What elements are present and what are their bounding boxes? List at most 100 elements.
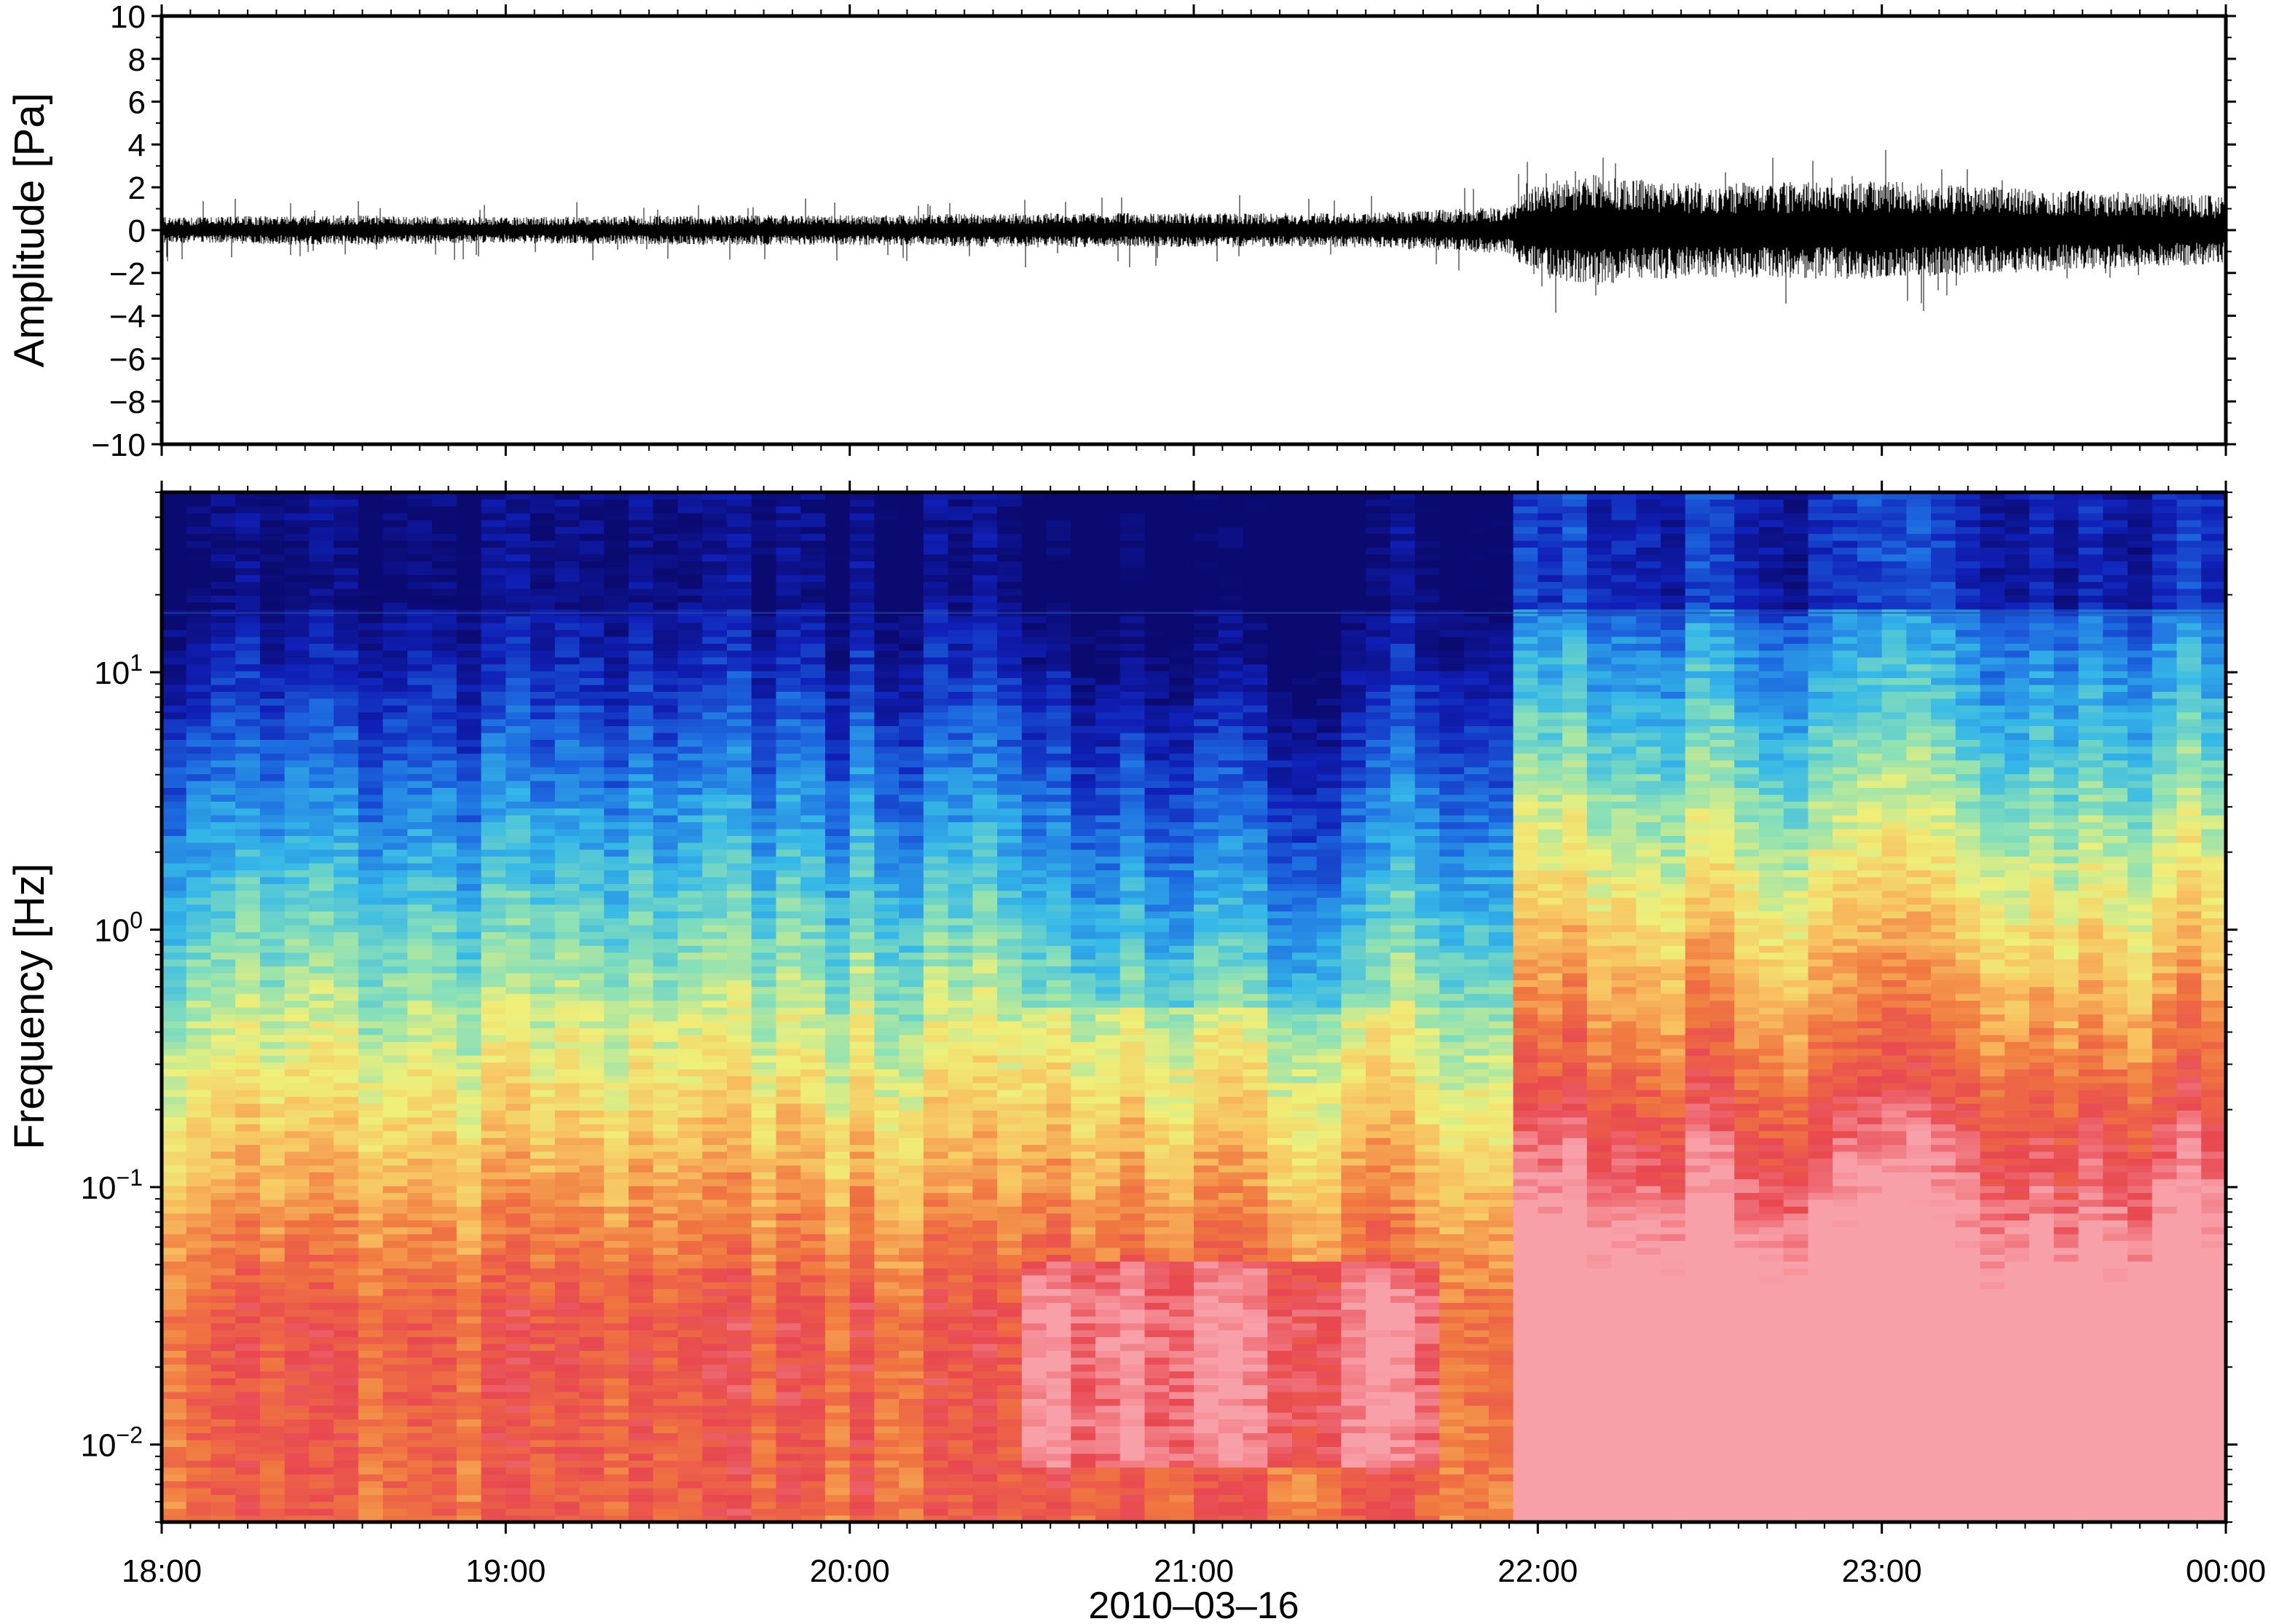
spectrogram-cell [162, 698, 187, 706]
spectrogram-cell [334, 1247, 359, 1255]
spectrogram-cell [530, 705, 556, 713]
spectrogram-cell [800, 657, 826, 665]
waveform-y-tick-label: −6 [109, 342, 146, 377]
spectrogram-cell [358, 1089, 384, 1097]
spectrogram-cell [653, 1220, 679, 1228]
spectrogram-cell [210, 643, 236, 651]
spectrogram-cell [186, 1330, 212, 1338]
spectrogram-cell [481, 1000, 506, 1008]
spectrogram-cell [358, 1062, 384, 1070]
spectrogram-cell [210, 821, 236, 829]
spectrogram-cell [382, 1048, 408, 1056]
spectrogram-cell [358, 870, 384, 878]
spectrogram-cell [235, 657, 261, 665]
spectrogram-cell [776, 821, 801, 829]
spectrogram-cell [604, 1048, 629, 1056]
spectrogram-cell [726, 1501, 752, 1509]
spectrogram-cell [677, 492, 703, 500]
spectrogram-cell [505, 540, 531, 548]
spectrogram-cell [702, 677, 728, 685]
spectrogram-cell [309, 986, 334, 994]
spectrogram-cell [358, 1398, 384, 1406]
spectrogram-cell [776, 1316, 801, 1324]
spectrogram-cell [456, 1501, 482, 1509]
spectrogram-cell [309, 1220, 334, 1228]
spectrogram-cell [358, 1096, 384, 1104]
spectrogram-cell [899, 1213, 924, 1221]
spectrogram-cell [899, 643, 924, 651]
spectrogram-cell [358, 615, 384, 623]
spectrogram-cell [579, 904, 605, 912]
spectrogram-cell [653, 856, 679, 864]
spectrogram-cell [186, 1302, 212, 1310]
spectrogram-cell [776, 883, 801, 891]
spectrogram-cell [776, 623, 801, 631]
spectrogram-cell [210, 1357, 236, 1365]
spectrogram-cell [456, 849, 482, 857]
spectrogram-cell [358, 1254, 384, 1262]
spectrogram-cell [849, 698, 875, 706]
spectrogram-cell [702, 773, 728, 781]
spectrogram-cell [162, 492, 187, 500]
spectrogram-cell [186, 1446, 212, 1454]
spectrogram-cell [800, 677, 826, 685]
spectrogram-cell [162, 505, 187, 513]
spectrogram-cell [284, 657, 310, 665]
spectrogram-cell [849, 492, 875, 500]
spectrogram-cell [284, 527, 310, 535]
spectrogram-cell [235, 1192, 261, 1200]
spectrogram-cell [751, 581, 777, 589]
spectrogram-cell [776, 952, 801, 960]
spectrogram-cell [309, 849, 334, 857]
spectrogram-cell [800, 883, 826, 891]
spectrogram-cell [800, 581, 826, 589]
spectrogram-cell [358, 1446, 384, 1454]
spectrogram-cell [899, 1460, 924, 1468]
spectrogram-cell [186, 1041, 212, 1049]
spectrogram-cell [530, 588, 556, 596]
spectrogram-cell [210, 870, 236, 878]
spectrogram-cell [604, 1302, 629, 1310]
spectrogram-cell [923, 1124, 949, 1132]
spectrogram-cell [505, 1199, 531, 1207]
spectrogram-cell [432, 643, 457, 651]
spectrogram-cell [530, 945, 556, 953]
spectrogram-cell [259, 1096, 286, 1104]
spectrogram-cell [554, 1089, 580, 1097]
spectrogram-cell [899, 1158, 924, 1166]
spectrogram-cell [751, 1330, 777, 1338]
spectrogram-cell [874, 1130, 900, 1138]
spectrogram-cell [235, 725, 261, 733]
spectrogram-cell [210, 1068, 236, 1076]
spectrogram-cell [210, 636, 236, 644]
spectrogram-cell [382, 1357, 408, 1365]
spectrogram-cell [505, 815, 531, 823]
spectrogram-cell [259, 1206, 286, 1214]
spectrogram-cell [899, 657, 924, 665]
spectrogram-cell [629, 1254, 654, 1262]
spectrogram-cell [923, 835, 949, 843]
spectrogram-cell [210, 1467, 236, 1475]
spectrogram-cell [849, 1048, 875, 1056]
spectrogram-cell [162, 972, 187, 980]
spectrogram-cell [432, 527, 457, 535]
spectrogram-cell [874, 1426, 900, 1434]
spectrogram-cell [186, 808, 212, 816]
spectrogram-cell [702, 636, 728, 644]
spectrogram-cell [432, 499, 457, 507]
spectrogram-cell [629, 739, 654, 747]
spectrogram-cell [259, 1323, 286, 1331]
spectrogram-cell [702, 650, 728, 658]
spectrogram-cell [309, 1336, 334, 1344]
spectrogram-cell [849, 1076, 875, 1084]
spectrogram-cell [849, 1405, 875, 1413]
spectrogram-cell [629, 821, 654, 829]
spectrogram-cell [629, 1295, 654, 1303]
spectrogram-cell [235, 595, 261, 603]
spectrogram-cell [604, 1206, 629, 1214]
spectrogram-cell [702, 1330, 728, 1338]
spectrogram-cell [456, 547, 482, 555]
spectrogram-cell [456, 856, 482, 864]
spectrogram-cell [677, 828, 703, 836]
spectrogram-cell [284, 1151, 310, 1159]
